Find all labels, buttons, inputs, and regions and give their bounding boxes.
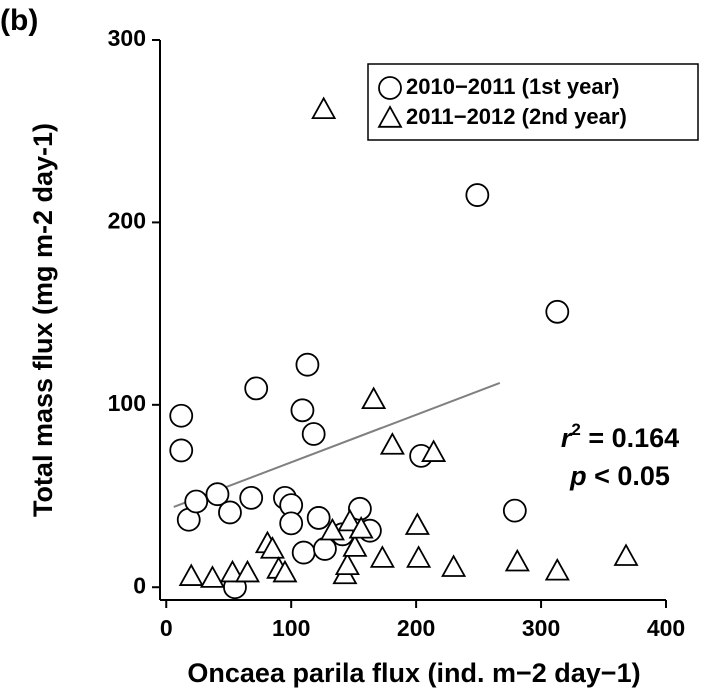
legend-box <box>367 63 699 141</box>
point <box>544 557 570 581</box>
y-axis-label: Total mass flux (mg m-2 day-1) <box>28 123 58 517</box>
annotation: p < 0.05 <box>569 461 670 491</box>
point <box>199 565 226 588</box>
point <box>219 559 245 583</box>
legend-marker <box>378 76 402 100</box>
point <box>205 482 230 507</box>
x-tick-label: 200 <box>397 615 435 641</box>
point <box>313 537 337 561</box>
point <box>169 438 194 463</box>
point <box>290 398 315 423</box>
point <box>441 554 467 577</box>
point <box>379 432 405 455</box>
point <box>311 96 337 120</box>
point <box>259 536 285 559</box>
point <box>239 485 264 510</box>
point <box>342 534 368 557</box>
point <box>334 552 360 576</box>
point <box>291 540 316 565</box>
annotation-part: = 0.164 <box>581 423 679 453</box>
x-tick-label: 400 <box>647 615 685 641</box>
point <box>613 543 639 566</box>
point <box>279 511 304 536</box>
point <box>504 548 530 572</box>
point <box>244 376 269 401</box>
x-axis-label: Oncaea parila flux (ind. m−2 day−1) <box>187 658 640 688</box>
panel-label: (b) <box>0 4 38 37</box>
x-tick-label: 300 <box>522 615 560 641</box>
point <box>184 489 209 514</box>
y-tick-label: 200 <box>108 207 146 233</box>
annotation-part: < 0.05 <box>587 461 670 491</box>
legend-label: 2011−2012 (2nd year) <box>406 104 627 129</box>
point <box>234 559 260 583</box>
point <box>306 506 331 530</box>
y-tick-label: 300 <box>108 25 146 51</box>
annotation-part: 2 <box>571 420 580 439</box>
point <box>361 386 387 410</box>
point <box>545 299 570 324</box>
legend-label: 2010−2011 (1st year) <box>406 74 619 99</box>
point <box>369 545 395 568</box>
point <box>404 512 430 535</box>
point <box>301 422 326 446</box>
point <box>272 559 298 583</box>
annotation-part: p <box>569 461 587 491</box>
x-tick-label: 100 <box>272 615 310 641</box>
point <box>421 439 447 462</box>
point <box>465 183 490 207</box>
annotation-part: r <box>561 423 573 453</box>
fit-line <box>173 381 501 508</box>
point <box>337 508 363 532</box>
y-tick-label: 100 <box>108 390 146 416</box>
legend-marker <box>377 105 403 128</box>
point <box>319 517 345 541</box>
point <box>406 545 432 568</box>
point <box>169 403 194 428</box>
point <box>218 500 242 525</box>
point <box>178 563 204 586</box>
annotation: r2 = 0.164 <box>561 420 679 453</box>
x-tick-label: 0 <box>160 615 173 641</box>
point <box>348 516 374 539</box>
point <box>502 498 527 523</box>
point <box>295 352 320 377</box>
y-tick-label: 0 <box>133 572 146 598</box>
